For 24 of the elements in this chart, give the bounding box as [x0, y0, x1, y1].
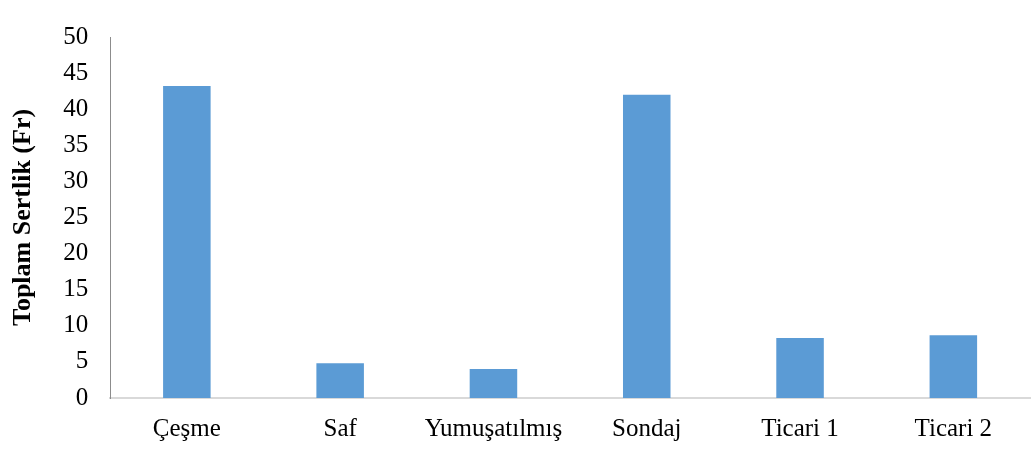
bar: [929, 335, 978, 398]
y-tick-label: 15: [63, 274, 89, 302]
y-tick-label: 30: [63, 165, 89, 193]
x-tick-label: Sondaj: [612, 413, 682, 441]
y-tick-label: 40: [63, 93, 89, 121]
y-tick-label: 5: [75, 346, 89, 374]
y-tick-label: 45: [63, 57, 89, 85]
bar: [163, 86, 211, 398]
y-tick-label: 50: [63, 21, 89, 49]
x-tick-label: Çeşme: [152, 413, 221, 441]
y-tick-label: 0: [75, 382, 89, 410]
y-tick-label: 35: [63, 129, 89, 157]
bar: [316, 363, 364, 398]
y-tick-label: 10: [63, 310, 89, 338]
x-tick-label: Saf: [323, 413, 358, 441]
bar: [469, 369, 518, 398]
x-tick-label: Ticari 1: [761, 413, 839, 441]
x-tick-label: Yumuşatılmış: [424, 413, 563, 441]
bar: [776, 338, 824, 398]
y-tick-label: 20: [63, 238, 89, 266]
bar: [622, 94, 671, 398]
x-tick-label: Ticari 2: [914, 413, 993, 441]
y-tick-label: 25: [63, 202, 89, 230]
y-axis-title: Toplam Sertlik (Fr): [7, 108, 37, 327]
